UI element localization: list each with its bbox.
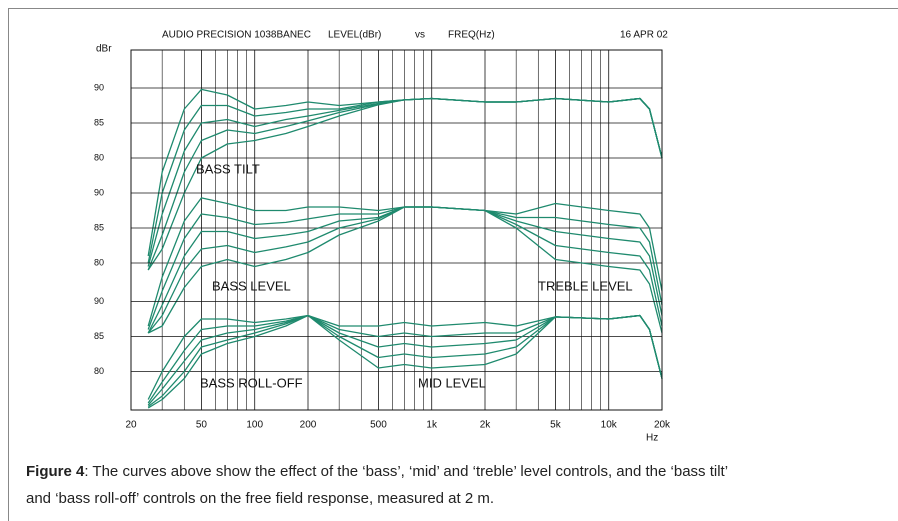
- response-curve: [147, 97, 663, 271]
- y-tick-label: 85: [94, 331, 104, 341]
- y-tick-label: 90: [94, 296, 104, 306]
- versus: vs: [415, 30, 425, 41]
- response-curve: [147, 206, 663, 330]
- x-tick-label: 2k: [480, 420, 492, 431]
- x-tick-label: 20k: [654, 420, 671, 431]
- y-tick-label: 90: [94, 82, 104, 92]
- y-axis-label: dBr: [96, 44, 112, 55]
- figure-frame: [8, 8, 898, 521]
- y-quantity: LEVEL(dBr): [328, 30, 381, 41]
- annotation: BASS TILT: [196, 161, 260, 176]
- y-tick-label: 90: [94, 187, 104, 197]
- response-curve: [147, 197, 663, 327]
- response-curve: [147, 97, 663, 271]
- x-tick-label: 200: [300, 420, 317, 431]
- annotation: MID LEVEL: [418, 375, 486, 390]
- x-tick-label: 100: [246, 420, 263, 431]
- response-curve: [147, 314, 663, 409]
- x-tick-label: 20: [125, 420, 137, 431]
- y-tick-label: 80: [94, 366, 104, 376]
- x-tick-label: 1k: [426, 420, 438, 431]
- y-tick-label: 85: [94, 117, 104, 127]
- response-curve: [147, 97, 663, 267]
- caption-text: : The curves above show the effect of th…: [26, 463, 728, 507]
- x-tick-label: 10k: [601, 420, 618, 431]
- instrument: AUDIO PRECISION 1038BANEC: [162, 30, 311, 41]
- x-tick-label: 50: [196, 420, 208, 431]
- annotation: TREBLE LEVEL: [538, 278, 633, 293]
- y-tick-label: 80: [94, 152, 104, 162]
- annotation: BASS LEVEL: [212, 278, 291, 293]
- response-curve: [147, 206, 663, 334]
- y-tick-label: 80: [94, 257, 104, 267]
- caption-label: Figure 4: [26, 463, 85, 480]
- y-tick-label: 85: [94, 222, 104, 232]
- annotation: BASS ROLL-OFF: [200, 375, 303, 390]
- response-curve: [147, 206, 663, 334]
- chart: AUDIO PRECISION 1038BANEC LEVEL(dBr) vs …: [94, 30, 671, 444]
- x-tick-label: 5k: [550, 420, 562, 431]
- caption: Figure 4: The curves above show the effe…: [26, 458, 746, 512]
- x-quantity: FREQ(Hz): [448, 30, 495, 41]
- x-axis-label: Hz: [646, 433, 658, 444]
- response-curve: [147, 206, 663, 334]
- response-curve: [147, 314, 663, 406]
- x-tick-label: 500: [370, 420, 387, 431]
- response-curve: [147, 314, 663, 408]
- date: 16 APR 02: [620, 30, 668, 41]
- plot-frame: [130, 49, 663, 411]
